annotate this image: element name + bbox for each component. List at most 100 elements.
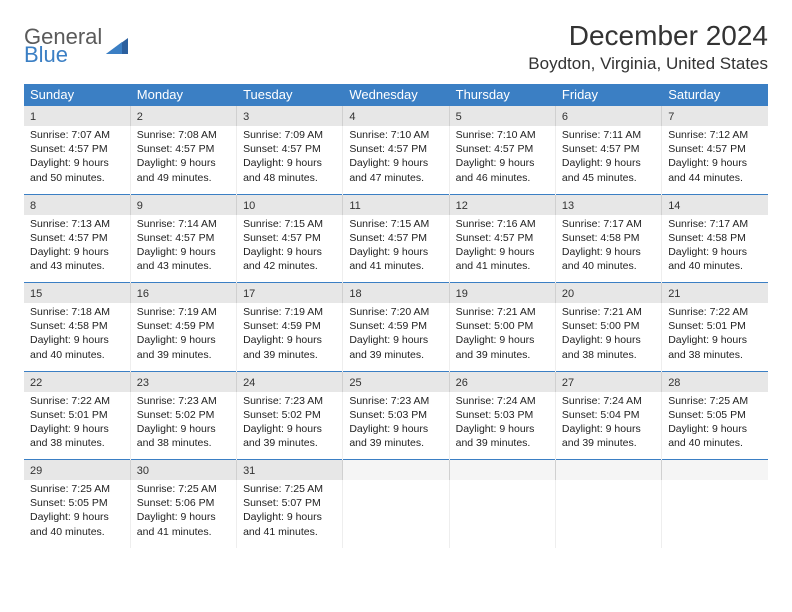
cell-line: Sunrise: 7:25 AM [243,482,336,496]
day-number: 4 [349,111,355,123]
cell-line: Sunset: 5:06 PM [137,496,230,510]
cell-line: Sunrise: 7:25 AM [30,482,124,496]
cell-line: and 41 minutes. [349,259,442,273]
day-content-cell: Sunrise: 7:08 AMSunset: 4:57 PMDaylight:… [130,126,236,194]
cell-line: and 41 minutes. [137,525,230,539]
day-content-cell: Sunrise: 7:23 AMSunset: 5:03 PMDaylight:… [343,392,449,460]
day-number: 1 [30,111,36,123]
day-number: 9 [137,200,143,212]
day-header: Thursday [449,84,555,106]
day-number-cell: 19 [449,283,555,304]
cell-line: and 40 minutes. [562,259,655,273]
cell-line: and 39 minutes. [349,348,442,362]
day-number-cell: 21 [662,283,768,304]
cell-line: Daylight: 9 hours [137,510,230,524]
day-content-cell: Sunrise: 7:18 AMSunset: 4:58 PMDaylight:… [24,303,130,371]
day-content-cell: Sunrise: 7:25 AMSunset: 5:05 PMDaylight:… [662,392,768,460]
cell-line: and 39 minutes. [243,348,336,362]
day-number-cell: 18 [343,283,449,304]
cell-line: and 39 minutes. [562,436,655,450]
cell-line: and 39 minutes. [456,348,549,362]
day-content-cell: Sunrise: 7:25 AMSunset: 5:07 PMDaylight:… [237,480,343,548]
cell-line: Daylight: 9 hours [562,245,655,259]
cell-line: Sunrise: 7:07 AM [30,128,124,142]
cell-line: and 39 minutes. [456,436,549,450]
day-number: 25 [349,377,361,389]
cell-line: Sunrise: 7:15 AM [243,217,336,231]
day-number-cell: 22 [24,371,130,392]
cell-line: Daylight: 9 hours [30,333,124,347]
cell-line: Daylight: 9 hours [456,156,549,170]
day-number-cell: 25 [343,371,449,392]
cell-line: Daylight: 9 hours [668,156,762,170]
cell-line: and 39 minutes. [243,436,336,450]
cell-line: Sunset: 4:57 PM [243,231,336,245]
cell-line: Daylight: 9 hours [243,510,336,524]
day-content-cell: Sunrise: 7:09 AMSunset: 4:57 PMDaylight:… [237,126,343,194]
day-number: 6 [562,111,568,123]
cell-line: and 43 minutes. [137,259,230,273]
day-content-cell [449,480,555,548]
day-content-cell: Sunrise: 7:10 AMSunset: 4:57 PMDaylight:… [449,126,555,194]
day-content-cell: Sunrise: 7:17 AMSunset: 4:58 PMDaylight:… [555,215,661,283]
cell-line: Sunrise: 7:24 AM [562,394,655,408]
cell-line: Sunrise: 7:18 AM [30,305,124,319]
day-number-cell: 29 [24,460,130,481]
day-header: Monday [130,84,236,106]
day-number: 21 [668,288,680,300]
calendar-table: SundayMondayTuesdayWednesdayThursdayFrid… [24,84,768,548]
cell-line: Sunset: 4:57 PM [137,142,230,156]
cell-line: Sunrise: 7:11 AM [562,128,655,142]
cell-line: Sunset: 5:03 PM [456,408,549,422]
cell-line: Sunrise: 7:23 AM [243,394,336,408]
cell-line: Sunrise: 7:22 AM [30,394,124,408]
cell-line: Daylight: 9 hours [456,333,549,347]
cell-line: and 42 minutes. [243,259,336,273]
cell-line: Sunrise: 7:24 AM [456,394,549,408]
day-number-cell: 7 [662,106,768,127]
cell-line: Sunset: 5:07 PM [243,496,336,510]
day-number: 19 [456,288,468,300]
day-content-cell: Sunrise: 7:15 AMSunset: 4:57 PMDaylight:… [343,215,449,283]
cell-line: Sunset: 4:57 PM [456,142,549,156]
cell-line: Sunset: 5:02 PM [137,408,230,422]
day-content-cell: Sunrise: 7:20 AMSunset: 4:59 PMDaylight:… [343,303,449,371]
day-content-cell: Sunrise: 7:24 AMSunset: 5:03 PMDaylight:… [449,392,555,460]
cell-line: Sunrise: 7:25 AM [137,482,230,496]
cell-line: and 38 minutes. [30,436,124,450]
day-content-cell: Sunrise: 7:10 AMSunset: 4:57 PMDaylight:… [343,126,449,194]
day-number-cell: 24 [237,371,343,392]
day-number: 22 [30,377,42,389]
day-header: Wednesday [343,84,449,106]
location: Boydton, Virginia, United States [528,54,768,74]
cell-line: Daylight: 9 hours [668,245,762,259]
day-content-cell: Sunrise: 7:24 AMSunset: 5:04 PMDaylight:… [555,392,661,460]
day-content-cell: Sunrise: 7:13 AMSunset: 4:57 PMDaylight:… [24,215,130,283]
cell-line: Daylight: 9 hours [349,422,442,436]
day-number-cell: 27 [555,371,661,392]
day-number: 29 [30,465,42,477]
cell-line: and 48 minutes. [243,171,336,185]
day-number-cell: 13 [555,194,661,215]
day-content-cell [662,480,768,548]
day-number: 26 [456,377,468,389]
day-number-cell: 2 [130,106,236,127]
cell-line: Daylight: 9 hours [243,422,336,436]
cell-line: Daylight: 9 hours [456,245,549,259]
day-number-cell: 16 [130,283,236,304]
day-number: 8 [30,200,36,212]
day-number: 14 [668,200,680,212]
cell-line: and 50 minutes. [30,171,124,185]
cell-line: Sunrise: 7:16 AM [456,217,549,231]
day-number-cell: 30 [130,460,236,481]
day-number: 5 [456,111,462,123]
cell-line: Sunset: 4:57 PM [349,231,442,245]
day-number: 2 [137,111,143,123]
cell-line: Sunset: 4:57 PM [30,142,124,156]
day-number: 17 [243,288,255,300]
cell-line: and 38 minutes. [137,436,230,450]
day-number: 24 [243,377,255,389]
cell-line: Daylight: 9 hours [137,156,230,170]
cell-line: Daylight: 9 hours [349,245,442,259]
day-number: 12 [456,200,468,212]
